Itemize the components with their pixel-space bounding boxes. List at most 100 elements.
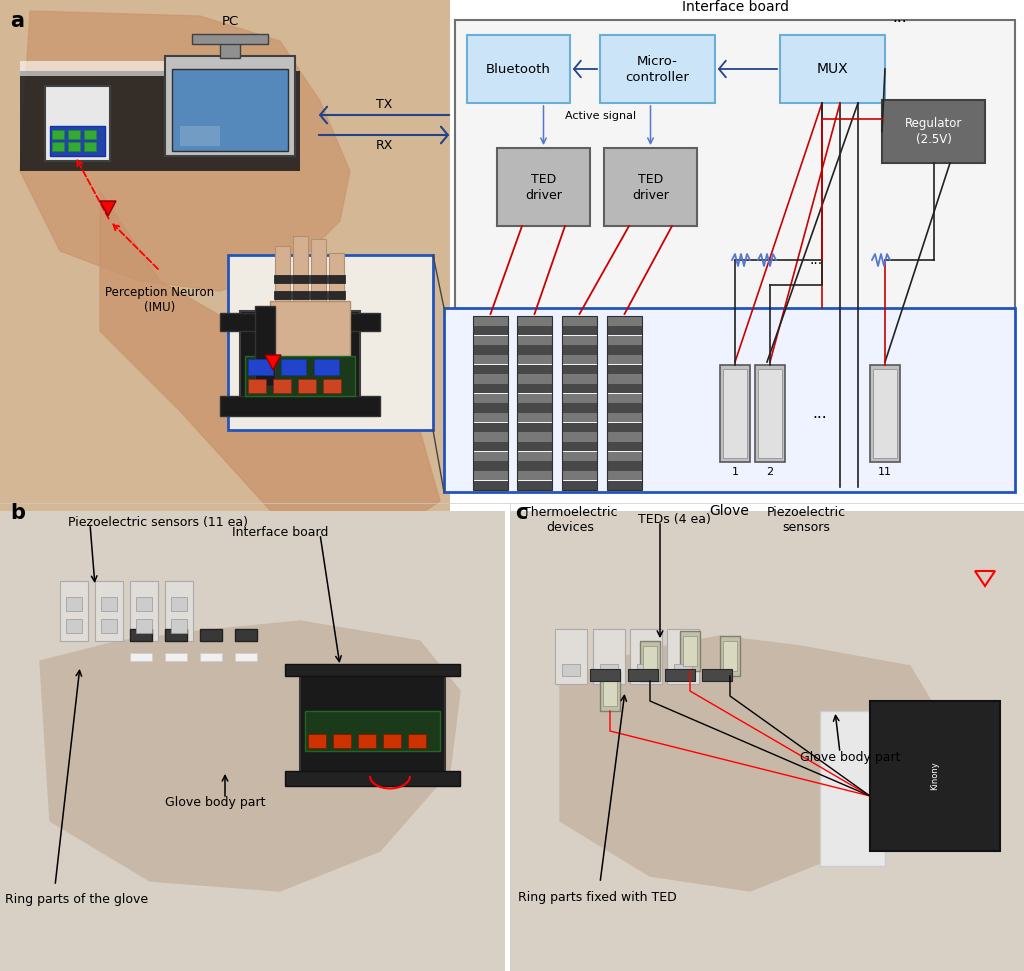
Bar [607, 355, 642, 364]
Bar [275, 246, 290, 301]
Bar [517, 374, 552, 384]
Bar [473, 471, 508, 481]
Text: Perception Neuron
(IMU): Perception Neuron (IMU) [105, 286, 214, 314]
Text: PC: PC [221, 15, 239, 28]
Bar [562, 346, 597, 354]
Text: Ring parts of the glove: Ring parts of the glove [5, 893, 148, 906]
Bar [68, 130, 80, 139]
Bar [562, 664, 580, 676]
Bar [562, 317, 597, 325]
Bar [600, 671, 620, 711]
Bar [593, 629, 625, 684]
Bar [607, 432, 642, 442]
Bar [255, 306, 275, 386]
Bar [358, 734, 376, 748]
Bar [292, 291, 309, 299]
Text: 2: 2 [766, 467, 773, 477]
Text: Ring parts fixed with TED: Ring parts fixed with TED [518, 891, 677, 904]
Bar [517, 452, 552, 461]
Bar [517, 481, 552, 490]
Bar [84, 130, 96, 139]
Bar [607, 316, 642, 490]
Bar [248, 379, 266, 393]
Text: c: c [515, 503, 527, 523]
Bar [180, 126, 220, 146]
Text: TED
driver: TED driver [632, 173, 669, 202]
Bar [45, 86, 110, 161]
Bar [234, 629, 257, 641]
Bar [870, 701, 1000, 851]
Bar [473, 374, 508, 384]
Bar [628, 669, 658, 681]
Polygon shape [20, 11, 350, 291]
Bar [607, 365, 642, 374]
Text: Kinony: Kinony [931, 761, 939, 790]
Bar [517, 326, 552, 335]
Bar [274, 275, 291, 283]
Bar [590, 669, 620, 681]
Bar [882, 100, 985, 163]
Bar [517, 317, 552, 325]
Bar [517, 316, 552, 490]
Bar [130, 653, 152, 661]
Bar [171, 619, 187, 633]
Bar [245, 356, 355, 396]
Bar [66, 597, 82, 611]
Bar [562, 316, 597, 490]
Bar [562, 403, 597, 413]
Bar [473, 317, 508, 325]
Bar [473, 461, 508, 471]
Text: 1: 1 [731, 467, 738, 477]
Bar [870, 365, 900, 462]
Bar [473, 336, 508, 345]
Bar [562, 413, 597, 422]
Bar [607, 471, 642, 481]
Bar [517, 442, 552, 452]
Bar [52, 142, 63, 151]
Bar [311, 239, 326, 301]
Bar [323, 379, 341, 393]
Bar [473, 432, 508, 442]
Text: Interface board: Interface board [231, 526, 328, 539]
Bar [455, 20, 1015, 480]
Bar [637, 664, 655, 676]
Text: TED
driver: TED driver [525, 173, 562, 202]
Text: Glove: Glove [710, 504, 750, 518]
Bar [607, 442, 642, 452]
Text: TX: TX [376, 98, 392, 111]
Bar [820, 711, 885, 866]
Bar [220, 313, 380, 331]
Bar [603, 676, 617, 706]
Bar [555, 629, 587, 684]
Text: TEDs (4 ea): TEDs (4 ea) [638, 513, 711, 526]
Bar [562, 432, 597, 442]
Bar [562, 374, 597, 384]
Bar [674, 664, 692, 676]
Bar [562, 326, 597, 335]
Polygon shape [100, 191, 440, 541]
Bar [667, 629, 699, 684]
Bar [68, 142, 80, 151]
Bar [274, 291, 291, 299]
Bar [473, 384, 508, 393]
Bar [473, 316, 508, 490]
Bar [285, 771, 460, 786]
Bar [517, 346, 552, 354]
Bar [165, 56, 295, 156]
Bar [607, 393, 642, 403]
Bar [473, 403, 508, 413]
Bar [165, 653, 187, 661]
Text: ...: ... [813, 406, 827, 421]
Bar [273, 379, 291, 393]
Bar [467, 35, 570, 103]
Bar [600, 664, 618, 676]
Bar [308, 734, 326, 748]
Bar [220, 36, 240, 58]
Bar [604, 148, 697, 226]
Bar [444, 308, 1015, 492]
Bar [300, 671, 445, 781]
Bar [130, 629, 152, 641]
Bar [20, 61, 260, 76]
Text: Piezoelectric
sensors: Piezoelectric sensors [766, 506, 846, 534]
Bar [473, 355, 508, 364]
